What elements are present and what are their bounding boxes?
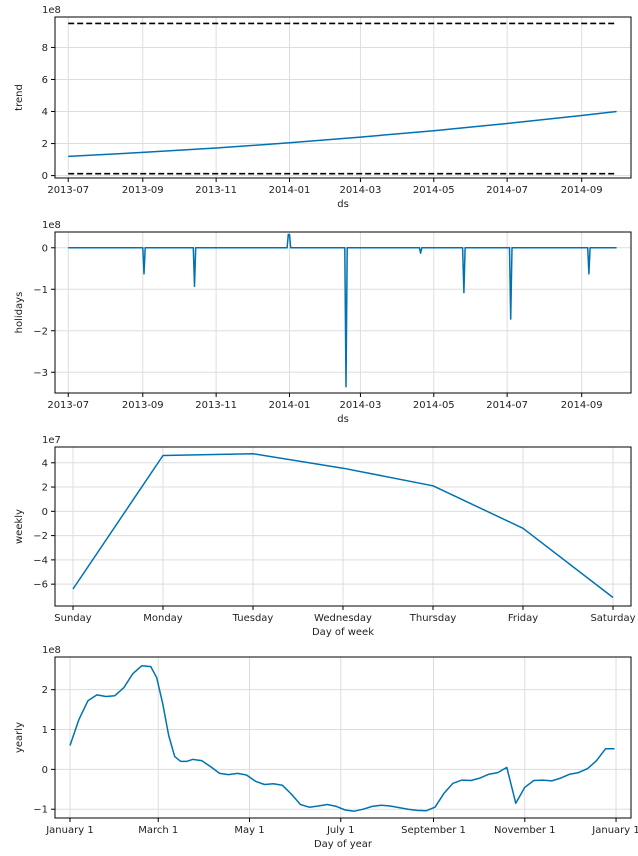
y-axis-label: trend [14,84,25,111]
y-tick-label: −4 [33,555,48,566]
x-tick-label: Wednesday [314,613,372,624]
axes-frame [54,231,632,394]
x-tick-label: July 1 [326,825,355,836]
x-tick-label: 2014-01 [269,400,311,411]
axes-frame [54,446,632,607]
series-line-weekly [72,452,614,599]
y-tick-label: 0 [42,765,48,776]
x-tick-label: September 1 [401,825,466,836]
y-tick-label: 6 [42,75,48,86]
axes-frame [54,656,632,819]
x-tick-label: January 1 [591,825,638,836]
x-axis-label: ds [337,199,349,210]
series-line-trend [68,110,617,158]
y-tick-label: 2 [42,483,48,494]
y-tick-label: 2 [42,139,48,150]
x-tick-label: 2014-09 [561,185,603,196]
scale-label: 1e7 [42,435,61,446]
x-tick-label: Monday [143,613,183,624]
x-tick-label: 2014-09 [561,400,603,411]
series-line-holidays [68,233,617,388]
x-tick-label: May 1 [234,825,264,836]
x-axis-label: ds [337,414,349,425]
y-tick-label: −6 [33,580,48,591]
x-tick-label: 2013-07 [47,185,89,196]
x-tick-label: 2013-07 [47,400,89,411]
y-tick-label: 0 [42,171,48,182]
scale-label: 1e8 [42,220,61,231]
x-axis-label: Day of week [312,627,374,638]
y-tick-label: 2 [42,685,48,696]
y-tick-label: −1 [33,805,48,816]
x-tick-label: Tuesday [232,613,274,624]
y-tick-label: 0 [42,243,48,254]
x-tick-label: March 1 [138,825,178,836]
axes-frame [54,16,632,179]
y-tick-label: 4 [42,458,48,469]
x-tick-label: Sunday [54,613,91,624]
x-tick-label: 2014-01 [269,185,311,196]
x-tick-label: 2014-03 [340,185,382,196]
x-tick-label: 2013-11 [195,400,237,411]
x-tick-label: 2014-05 [413,400,455,411]
y-axis-label: weekly [14,509,25,544]
y-axis-label: holidays [14,292,25,334]
x-tick-label: 2014-07 [486,400,528,411]
x-tick-label: Friday [508,613,538,624]
x-tick-label: 2014-05 [413,185,455,196]
x-tick-label: 2014-07 [486,185,528,196]
x-tick-label: Saturday [590,613,635,624]
x-tick-label: 2013-09 [122,185,164,196]
x-tick-label: January 1 [45,825,93,836]
x-tick-label: November 1 [494,825,556,836]
series-line-yearly [69,665,615,812]
x-tick-label: Thursday [409,613,457,624]
y-tick-label: 0 [42,507,48,518]
x-axis-label: Day of year [314,839,373,850]
scale-label: 1e8 [42,645,61,656]
y-tick-label: 1 [42,725,48,736]
y-tick-label: −1 [33,285,48,296]
x-tick-label: 2013-09 [122,400,164,411]
scale-label: 1e8 [42,5,61,16]
y-tick-label: −2 [33,326,48,337]
y-tick-label: 8 [42,43,48,54]
y-tick-label: 4 [42,107,48,118]
y-tick-label: −3 [33,368,48,379]
x-tick-label: 2014-03 [340,400,382,411]
x-tick-label: 2013-11 [195,185,237,196]
y-tick-label: −2 [33,531,48,542]
y-axis-label: yearly [14,722,25,753]
